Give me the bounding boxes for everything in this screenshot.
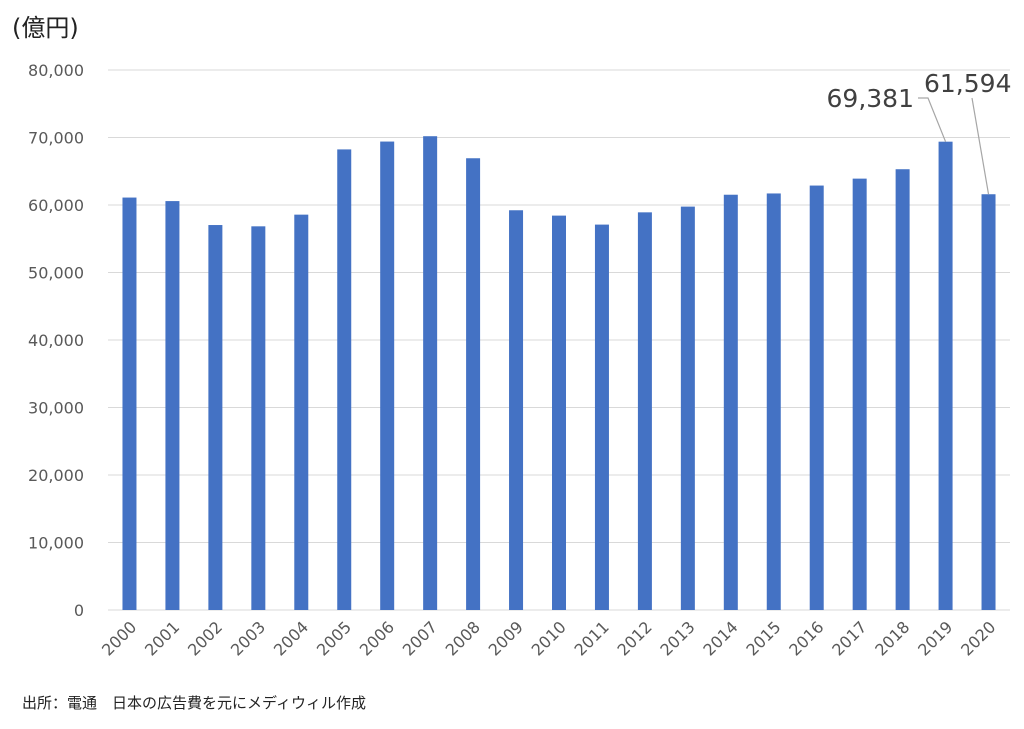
bar-2017 (852, 178, 867, 610)
bar-2015 (766, 193, 781, 610)
bar-2011 (594, 224, 609, 611)
x-tick-label: 2014 (699, 617, 741, 659)
x-tick-label: 2010 (528, 617, 570, 659)
bar-2006 (380, 141, 395, 610)
y-tick-label: 30,000 (28, 399, 84, 418)
bar-2001 (165, 201, 180, 610)
bar-2012 (637, 212, 652, 610)
y-axis-unit-label: (億円) (12, 14, 79, 42)
x-tick-label: 2015 (742, 617, 784, 659)
bar-2020 (981, 194, 996, 611)
x-tick-label: 2008 (442, 617, 484, 659)
x-tick-label: 2013 (656, 617, 698, 659)
data-label: 69,381 (827, 84, 914, 113)
bar-2009 (509, 210, 524, 610)
x-tick-label: 2020 (957, 617, 999, 659)
bar-2019 (938, 141, 953, 610)
data-label: 61,594 (924, 69, 1011, 98)
x-tick-label: 2002 (184, 617, 226, 659)
bar-2005 (337, 149, 352, 610)
x-tick-label: 2018 (871, 617, 913, 659)
x-tick-label: 2019 (914, 617, 956, 659)
y-axis-ticks: 0 10,000 20,000 30,000 40,000 50,000 60,000 70,… (28, 61, 84, 620)
bar-2010 (552, 215, 566, 611)
x-tick-label: 2016 (785, 617, 827, 659)
bar-2013 (680, 206, 695, 610)
source-note: 出所：電通 日本の広告費を元にメディウィル作成 (22, 694, 366, 712)
y-tick-label: 80,000 (28, 61, 84, 80)
bar-2004 (294, 214, 309, 610)
y-tick-label: 50,000 (28, 264, 84, 283)
y-tick-label: 10,000 (28, 534, 84, 553)
y-tick-label: 0 (74, 601, 84, 620)
bar-2007 (423, 136, 438, 610)
x-tick-label: 2017 (828, 617, 870, 659)
x-tick-label: 2012 (614, 617, 656, 659)
x-tick-label: 2000 (98, 617, 140, 659)
annotations: 69,381 61,594 (827, 69, 1011, 195)
bar-2002 (208, 225, 223, 610)
x-tick-label: 2001 (141, 617, 183, 659)
y-tick-label: 70,000 (28, 129, 84, 148)
x-tick-label: 2006 (356, 617, 398, 659)
callout-line (918, 97, 947, 142)
bar-2008 (466, 158, 481, 610)
bar-2003 (251, 226, 266, 611)
callout-line (971, 97, 990, 195)
x-tick-label: 2003 (227, 617, 269, 659)
x-tick-label: 2004 (270, 617, 312, 659)
x-tick-label: 2005 (313, 617, 355, 659)
y-tick-label: 20,000 (28, 466, 84, 485)
bars (122, 136, 996, 611)
x-tick-label: 2011 (571, 617, 613, 659)
bar-2016 (809, 185, 824, 610)
y-tick-label: 40,000 (28, 331, 84, 350)
bar-2018 (895, 169, 910, 610)
y-tick-label: 60,000 (28, 196, 84, 215)
bar-2000 (122, 197, 137, 610)
x-axis-ticks: 2000 2001 2002 2003 2004 2005 2006 2007 2008 2009… (98, 617, 999, 659)
x-tick-label: 2009 (485, 617, 527, 659)
bar-2014 (723, 194, 738, 610)
x-tick-label: 2007 (399, 617, 441, 659)
